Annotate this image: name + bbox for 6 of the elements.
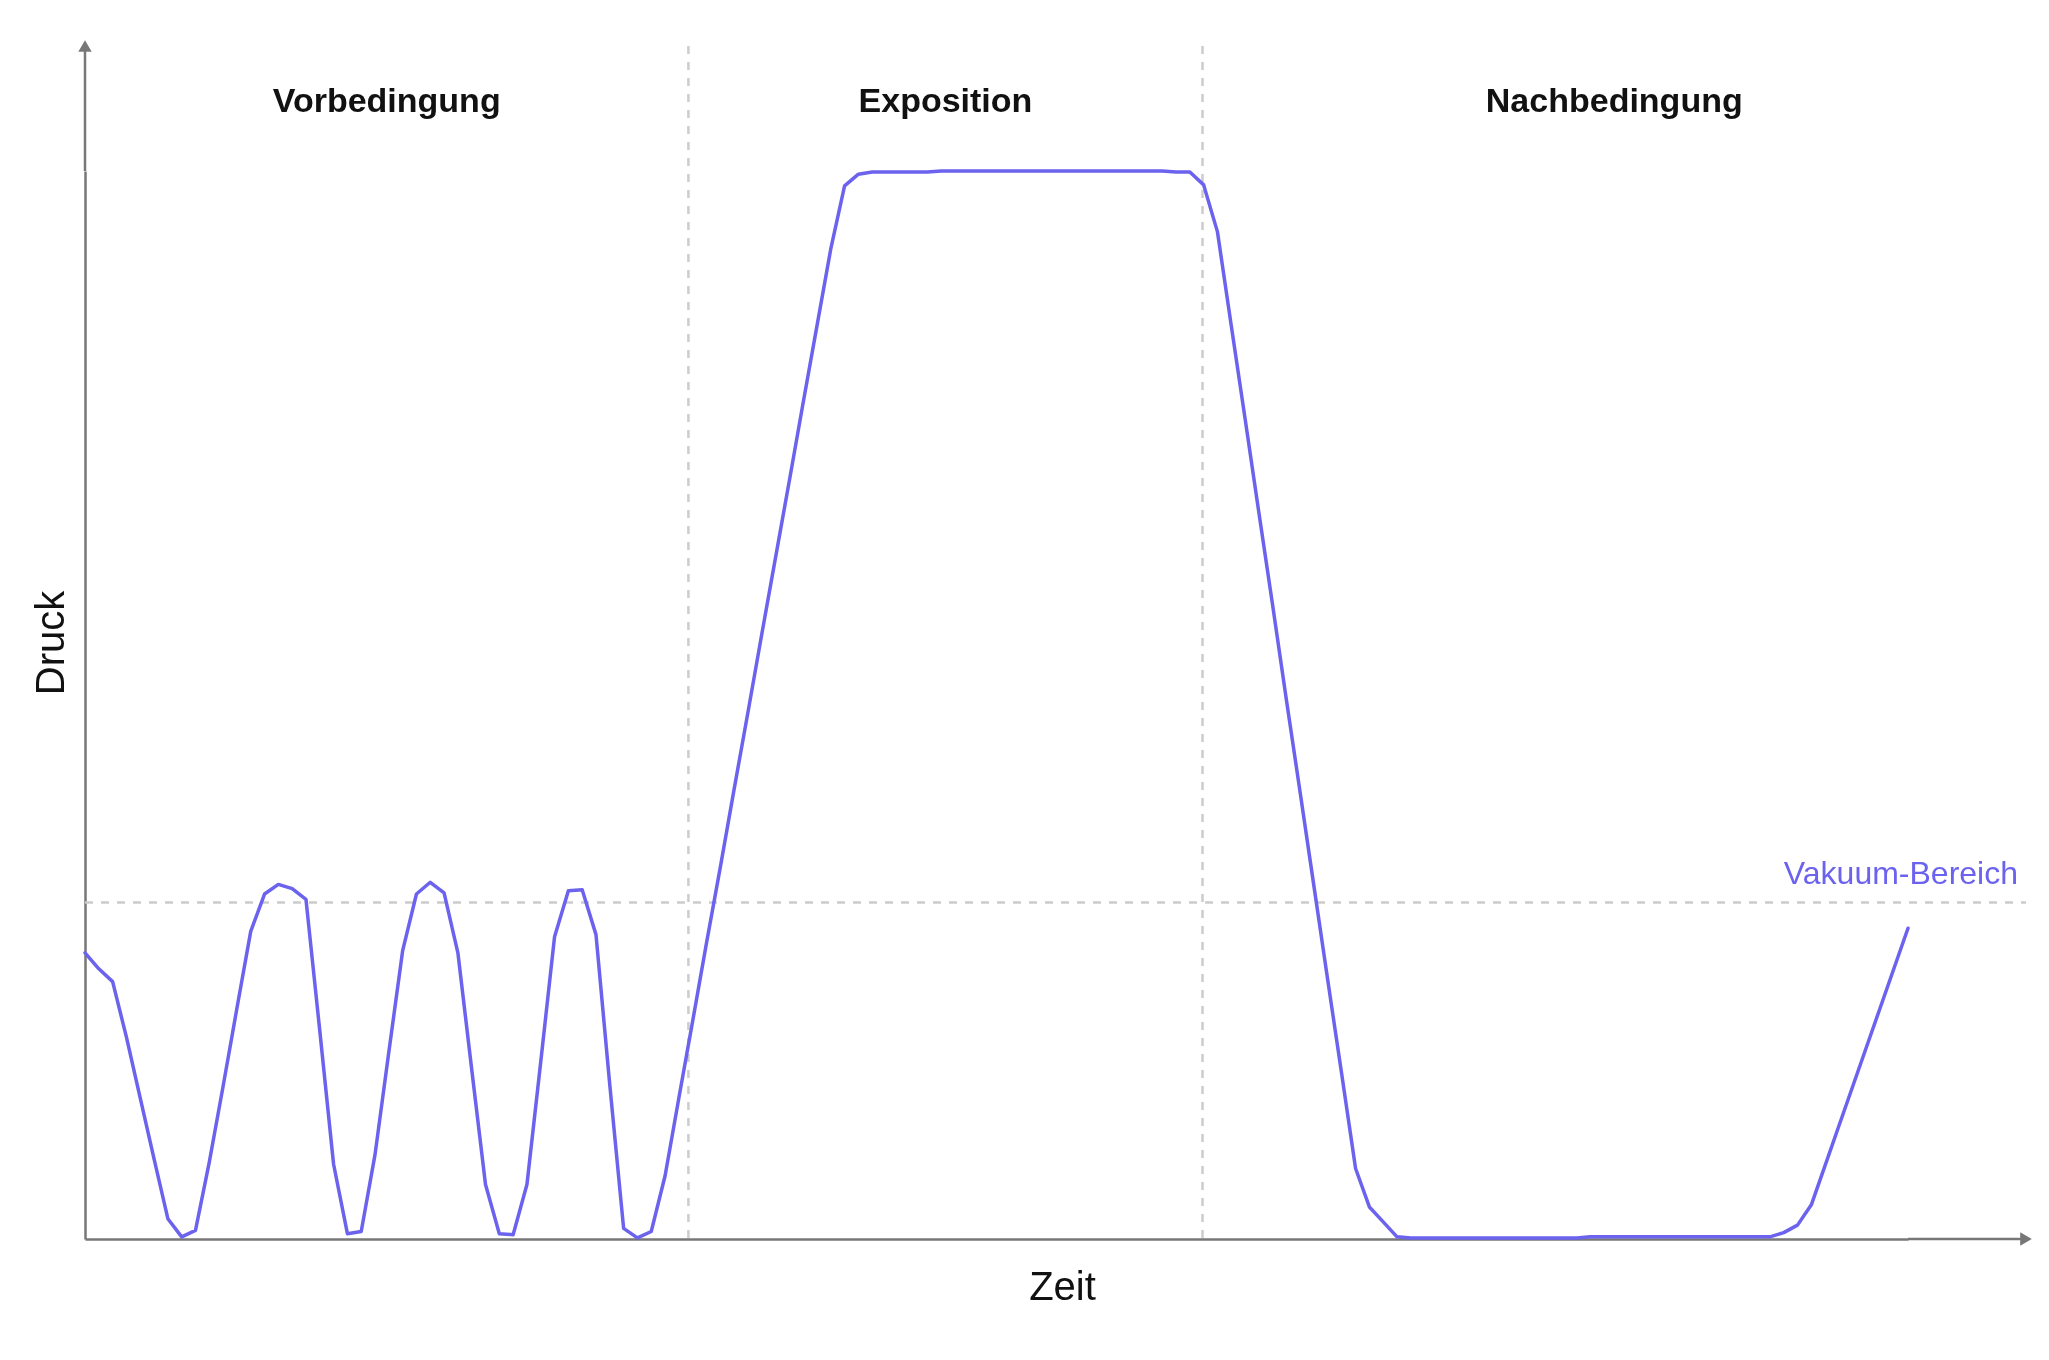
text: Vorbedingung — [272, 81, 501, 119]
y-axis-title: Druck — [27, 589, 72, 696]
text: Exposition — [858, 81, 1033, 119]
x-axis-title: Zeit — [1029, 1263, 1096, 1308]
text: Nachbedingung — [1485, 81, 1743, 119]
ref-line-label: Vakuum-Bereich — [1783, 854, 2018, 891]
